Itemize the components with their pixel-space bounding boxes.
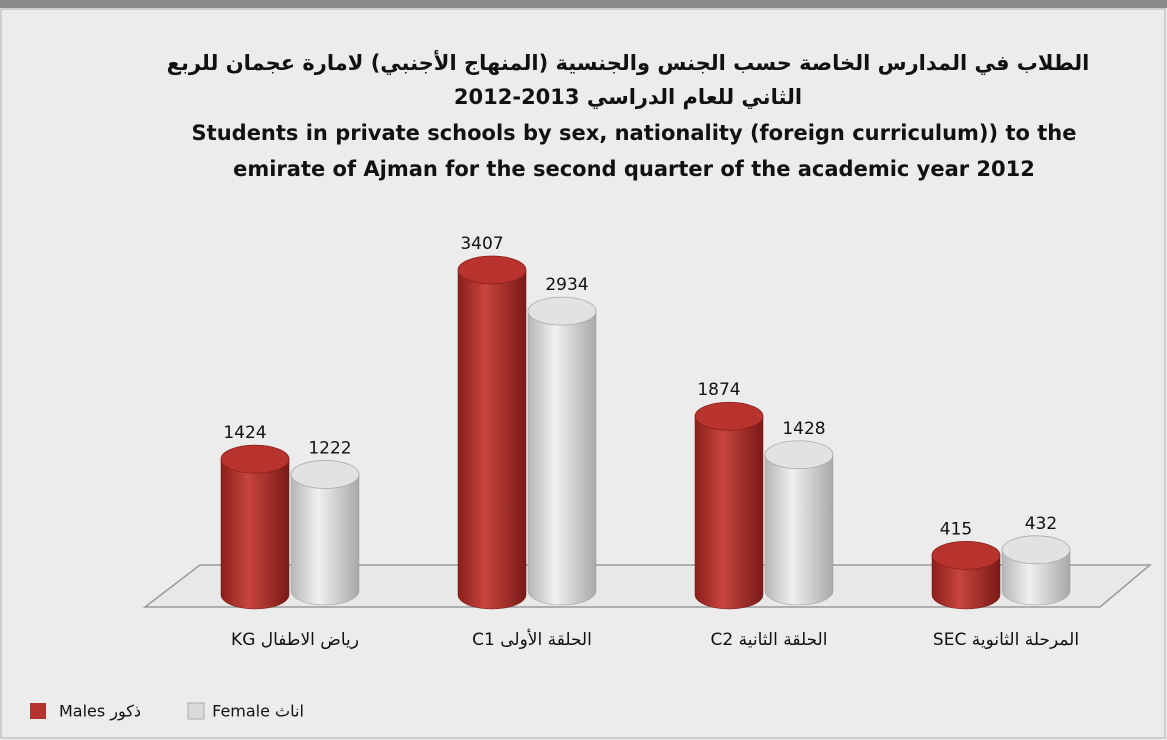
cylinder: [764, 454, 834, 606]
cylinder-top: [527, 296, 597, 326]
legend-swatch: [30, 703, 46, 719]
data-label: 1874: [697, 380, 740, 400]
data-label: 3407: [460, 234, 503, 254]
data-label: 1428: [782, 419, 825, 439]
cylinder-top: [931, 541, 1001, 570]
data-label: 432: [1025, 514, 1057, 534]
cylinder: [694, 415, 764, 610]
floor: [142, 564, 1153, 608]
title: الثاني للعام الدراسي 2013-2012: [454, 85, 802, 109]
data-label: 1424: [223, 423, 266, 443]
legend-label: اناث Female: [212, 702, 304, 721]
x-tick-label: المرحلة الثانوية SEC: [933, 630, 1079, 650]
cylinder: [527, 310, 597, 606]
subtitle: emirate of Ajman for the second quarter …: [233, 157, 1035, 181]
cylinder-top: [1001, 535, 1071, 565]
cylinder-top: [220, 444, 290, 474]
legend-label: ذكور Males: [59, 702, 141, 722]
frame: [0, 8, 1166, 739]
x-tick-label: الحلقة الثانية C2: [711, 630, 828, 650]
data-label: 2934: [545, 275, 588, 295]
cylinder-top: [457, 255, 527, 285]
title: الطلاب في المدارس الخاصة حسب الجنس والجن…: [167, 49, 1090, 76]
x-tick-label: رياض الاطفال KG: [231, 630, 359, 650]
cylinder-top: [290, 460, 360, 489]
subtitle: Students in private schools by sex, nati…: [192, 121, 1077, 145]
cylinder: [290, 474, 360, 606]
cylinder: [220, 458, 290, 610]
cylinder: [1001, 549, 1071, 606]
cylinder-top: [764, 440, 834, 470]
cylinder-top: [694, 401, 764, 431]
cylinder: [457, 269, 527, 610]
legend-swatch: [187, 702, 205, 720]
data-label: 1222: [308, 438, 351, 458]
data-label: 415: [940, 519, 972, 539]
x-tick-label: الحلقة الأولى C1: [472, 629, 592, 650]
cylinder: [931, 555, 1001, 610]
